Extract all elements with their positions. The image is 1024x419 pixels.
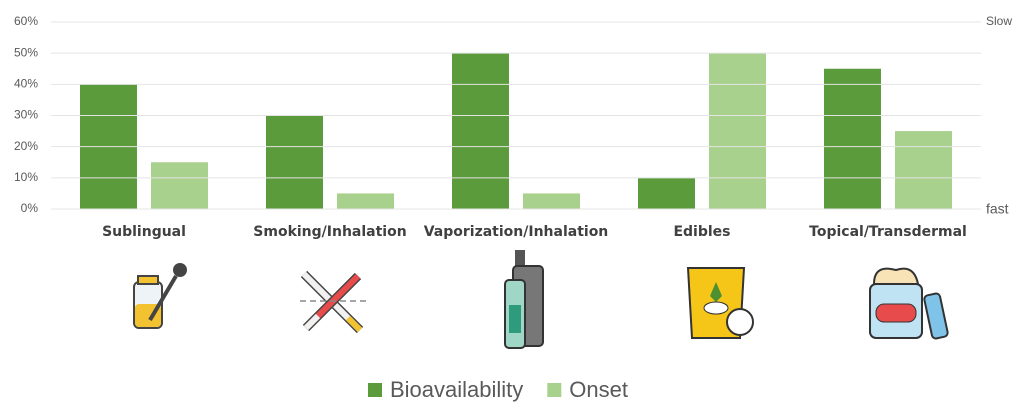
y-tick-label: 60% [14, 14, 38, 28]
y-tick-label: 0% [21, 201, 39, 215]
bar [151, 162, 208, 209]
dropper-icon [133, 263, 187, 329]
cream-icon [869, 267, 949, 340]
x-tick-label: Topical/Transdermal [809, 224, 967, 240]
x-tick-label: Smoking/Inhalation [253, 224, 406, 240]
y-tick-label: 30% [14, 108, 38, 122]
y-tick-label: 50% [14, 45, 38, 59]
right-axis-bottom-label: fast [986, 201, 1009, 217]
bar [452, 53, 509, 209]
legend-label: Onset [569, 377, 628, 402]
y-tick-label: 20% [14, 139, 38, 153]
bar [523, 193, 580, 209]
bar [895, 131, 952, 209]
edibles-icon [686, 267, 754, 339]
legend-swatch [368, 383, 382, 397]
x-tick-label: Sublingual [102, 224, 186, 240]
x-tick-label: Vaporization/Inhalation [424, 224, 609, 240]
legend-label: Bioavailability [390, 377, 523, 402]
bar [337, 193, 394, 209]
cigarette-icon [300, 270, 370, 334]
legend-swatch [547, 383, 562, 397]
bar [638, 177, 695, 209]
vape-icon [504, 250, 544, 349]
bar [709, 53, 766, 209]
right-axis-top-label: Slow [986, 14, 1012, 28]
y-tick-label: 40% [14, 77, 38, 91]
bar [266, 115, 323, 209]
y-tick-label: 10% [14, 170, 38, 184]
bar [824, 68, 881, 209]
x-tick-label: Edibles [673, 224, 730, 240]
